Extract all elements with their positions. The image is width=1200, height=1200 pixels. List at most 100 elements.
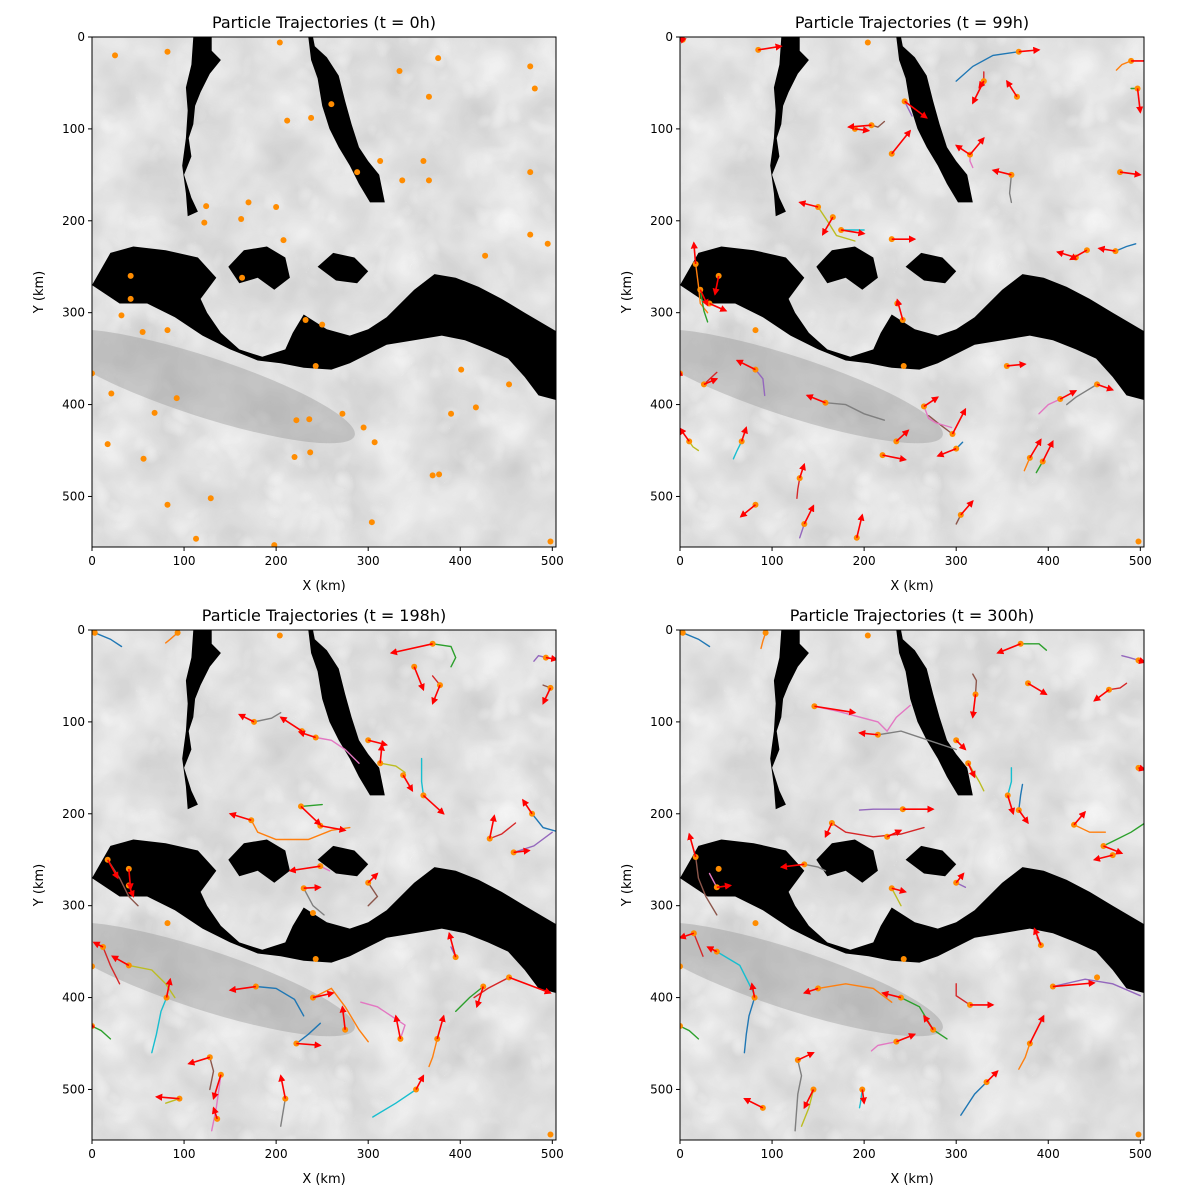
particle-point (864, 632, 871, 639)
axes-frame (91, 36, 557, 548)
velocity-arrow (955, 739, 967, 751)
velocity-arrow (1059, 390, 1078, 400)
velocity-arrow (155, 1093, 180, 1101)
velocity-arrow (680, 932, 695, 940)
velocity-arrow (389, 643, 433, 656)
particle-point (238, 215, 245, 222)
particle-point (680, 963, 683, 970)
velocity-arrow (339, 1005, 347, 1030)
x-tick-label: 300 (945, 1147, 968, 1161)
velocity-arrow (1029, 1014, 1045, 1044)
y-tick-label: 500 (62, 1082, 85, 1096)
particle-point (214, 1115, 221, 1122)
particle-point (92, 630, 98, 636)
particle-point (104, 441, 111, 448)
particle-point (897, 994, 904, 1001)
velocity-arrow (92, 941, 104, 949)
y-tick-label: 300 (650, 899, 673, 913)
particle-point (859, 1086, 866, 1093)
velocity-arrow (1018, 46, 1041, 54)
y-tick-label: 200 (650, 214, 673, 228)
trajectory-trail (803, 863, 827, 872)
trajectory-trail (1038, 398, 1061, 415)
particle-point (472, 404, 479, 411)
velocity-arrow (377, 743, 386, 764)
particle-point (377, 158, 384, 165)
velocity-arrow (1103, 845, 1124, 855)
y-tick-label: 500 (650, 1082, 673, 1096)
trajectory-trail (960, 1081, 988, 1116)
velocity-arrow (936, 447, 957, 458)
subplot-1: Particle Trajectories (t = 0h) X (km) Y … (32, 13, 564, 594)
velocity-arrow (859, 1089, 867, 1105)
velocity-arrow (951, 407, 967, 435)
particle-point (436, 471, 443, 478)
x-axis-label: X (km) (890, 1172, 933, 1187)
velocity-arrow (740, 426, 748, 442)
velocity-arrow (798, 200, 819, 208)
x-tick-label: 200 (853, 1147, 876, 1161)
particle-point (965, 760, 972, 767)
velocity-arrow (743, 1097, 764, 1109)
particle-point (339, 410, 346, 417)
particle-point (365, 737, 372, 744)
velocity-arrow (991, 168, 1012, 176)
velocity-arrow (969, 694, 978, 719)
land-mask (182, 630, 221, 810)
velocity-arrow (278, 1074, 287, 1099)
velocity-arrow (545, 654, 556, 663)
particle-point (752, 327, 759, 334)
velocity-arrow (703, 377, 719, 386)
particle-point (884, 833, 891, 840)
trajectory-trail (165, 632, 179, 644)
particle-point (434, 1035, 441, 1042)
subplot-title: Particle Trajectories (t = 0h) (212, 13, 436, 32)
particle-point (527, 231, 534, 238)
y-tick-label: 300 (62, 899, 85, 913)
trajectory-trail (796, 477, 801, 499)
velocity-arrow (904, 100, 928, 119)
y-tick-label: 500 (62, 489, 85, 503)
velocity-arrow (228, 812, 252, 821)
x-tick-label: 0 (88, 554, 96, 568)
velocity-arrow (447, 931, 457, 958)
particle-point (838, 226, 845, 233)
velocity-arrow (187, 1056, 211, 1066)
velocity-arrow (1018, 809, 1029, 825)
particle-point (1094, 974, 1101, 981)
velocity-arrow (431, 684, 441, 705)
land-mask (905, 845, 957, 877)
particle-point (1057, 396, 1064, 403)
trajectory-trail (824, 402, 886, 421)
velocity-arrow (1119, 170, 1142, 178)
trajectory-trail (1102, 822, 1144, 847)
velocity-arrow (1096, 383, 1115, 392)
trajectory-trail (754, 368, 766, 397)
plot-area (92, 37, 556, 547)
velocity-arrow (513, 847, 531, 855)
trajectory-trail (693, 932, 704, 957)
land-mask (317, 845, 369, 877)
x-tick-label: 100 (761, 1147, 784, 1161)
land-mask (680, 246, 1144, 400)
particle-point (396, 68, 403, 74)
velocity-arrow (288, 865, 321, 874)
particle-point (900, 362, 907, 369)
particle-point (1100, 842, 1107, 849)
trajectory-trail (699, 289, 709, 323)
velocity-arrow (1097, 245, 1116, 253)
axes-frame (679, 629, 1145, 1141)
trajectory-trail (209, 1056, 215, 1091)
velocity-arrow (413, 666, 425, 692)
x-axis-label: X (km) (302, 1172, 345, 1187)
particle-point (307, 449, 314, 456)
particle-point (762, 630, 769, 636)
particle-point (544, 240, 551, 247)
velocity-arrow (699, 289, 709, 307)
velocity-arrow (803, 504, 815, 525)
velocity-arrow (1006, 361, 1027, 369)
land-mask (816, 246, 878, 290)
particle-point (864, 39, 871, 46)
y-tick-label: 0 (665, 623, 673, 637)
